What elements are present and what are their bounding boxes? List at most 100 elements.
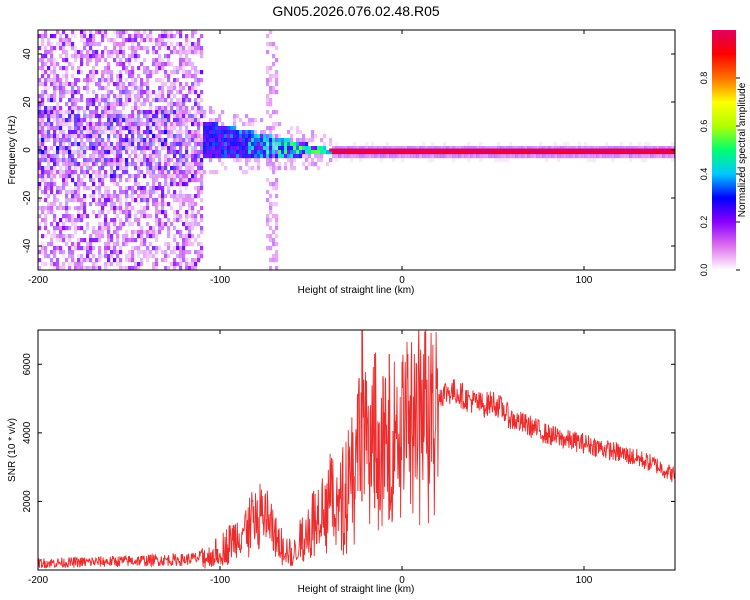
heatmap-cell <box>104 78 108 83</box>
heatmap-cell <box>98 238 102 243</box>
heatmap-cell <box>56 110 60 115</box>
heatmap-cell <box>251 122 255 127</box>
heatmap-cell <box>554 146 558 151</box>
heatmap-cell <box>197 106 201 111</box>
heatmap-cell <box>167 142 171 147</box>
heatmap-cell <box>320 138 324 143</box>
heatmap-cell <box>56 186 60 191</box>
heatmap-cell <box>164 222 168 227</box>
heatmap-cell <box>53 210 57 215</box>
heatmap-cell <box>185 238 189 243</box>
heatmap-cell <box>266 42 270 47</box>
heatmap-cell <box>86 186 90 191</box>
heatmap-cell <box>59 250 63 255</box>
heatmap-cell <box>101 114 105 119</box>
heatmap-cell <box>272 182 276 187</box>
heatmap-cell <box>77 98 81 103</box>
heatmap-cell <box>287 130 291 135</box>
heatmap-cell <box>179 110 183 115</box>
heatmap-cell <box>629 146 633 151</box>
heatmap-cell <box>86 222 90 227</box>
heatmap-cell <box>95 266 99 270</box>
heatmap-cell <box>170 126 174 131</box>
heatmap-cell <box>512 154 516 159</box>
heatmap-cell <box>101 130 105 135</box>
heatmap-cell <box>146 154 150 159</box>
heatmap-cell <box>161 62 165 67</box>
heatmap-cell <box>62 150 66 155</box>
heatmap-cell <box>101 110 105 115</box>
heatmap-cell <box>71 222 75 227</box>
heatmap-cell <box>275 166 279 171</box>
heatmap-cell <box>167 46 171 51</box>
heatmap-cell <box>182 154 186 159</box>
heatmap-cell <box>53 134 57 139</box>
heatmap-cell <box>155 266 159 270</box>
heatmap-cell <box>137 250 141 255</box>
heatmap-cell <box>38 250 42 255</box>
heatmap-cell <box>212 150 216 155</box>
heatmap-cell <box>56 198 60 203</box>
heatmap-cell <box>50 238 54 243</box>
heatmap-cell <box>89 242 93 247</box>
heatmap-cell <box>290 150 294 155</box>
heatmap-cell <box>254 130 258 135</box>
heatmap-cell <box>191 30 195 35</box>
heatmap-cell <box>182 118 186 123</box>
heatmap-cell <box>41 130 45 135</box>
heatmap-cell <box>137 94 141 99</box>
heatmap-cell <box>266 50 270 55</box>
heatmap-cell <box>47 186 51 191</box>
heatmap-cell <box>659 150 663 155</box>
heatmap-cell <box>128 218 132 223</box>
heatmap-cell <box>173 82 177 87</box>
heatmap-cell <box>128 258 132 263</box>
heatmap-cell <box>194 110 198 115</box>
heatmap-cell <box>53 178 57 183</box>
heatmap-cell <box>149 102 153 107</box>
heatmap-cell <box>44 30 48 35</box>
heatmap-cell <box>134 98 138 103</box>
heatmap-cell <box>167 102 171 107</box>
heatmap-cell <box>38 170 42 175</box>
heatmap-cell <box>122 210 126 215</box>
heatmap-cell <box>161 122 165 127</box>
heatmap-cell <box>98 158 102 163</box>
heatmap-cell <box>491 146 495 151</box>
heatmap-cell <box>101 202 105 207</box>
heatmap-cell <box>305 158 309 163</box>
heatmap-cell <box>350 158 354 163</box>
heatmap-cell <box>107 150 111 155</box>
heatmap-cell <box>269 66 273 71</box>
heatmap-cell <box>77 162 81 167</box>
heatmap-cell <box>179 126 183 131</box>
heatmap-cell <box>521 154 525 159</box>
heatmap-cell <box>161 114 165 119</box>
heatmap-cell <box>89 238 93 243</box>
heatmap-cell <box>173 46 177 51</box>
heatmap-cell <box>47 162 51 167</box>
heatmap-cell <box>125 102 129 107</box>
heatmap-cell <box>95 110 99 115</box>
heatmap-cell <box>116 166 120 171</box>
heatmap-cell <box>173 238 177 243</box>
heatmap-cell <box>191 170 195 175</box>
heatmap-cell <box>155 154 159 159</box>
heatmap-cell <box>182 58 186 63</box>
heatmap-cell <box>323 142 327 147</box>
heatmap-cell <box>236 114 240 119</box>
heatmap-cell <box>62 66 66 71</box>
heatmap-cell <box>116 234 120 239</box>
heatmap-cell <box>134 54 138 59</box>
heatmap-cell <box>530 154 534 159</box>
heatmap-cell <box>77 218 81 223</box>
heatmap-cell <box>122 166 126 171</box>
heatmap-cell <box>152 62 156 67</box>
heatmap-cell <box>152 146 156 151</box>
heatmap-cell <box>497 142 501 147</box>
heatmap-cell <box>434 146 438 151</box>
heatmap-cell <box>323 150 327 155</box>
heatmap-cell <box>86 50 90 55</box>
heatmap-cell <box>152 178 156 183</box>
heatmap-cell <box>173 190 177 195</box>
